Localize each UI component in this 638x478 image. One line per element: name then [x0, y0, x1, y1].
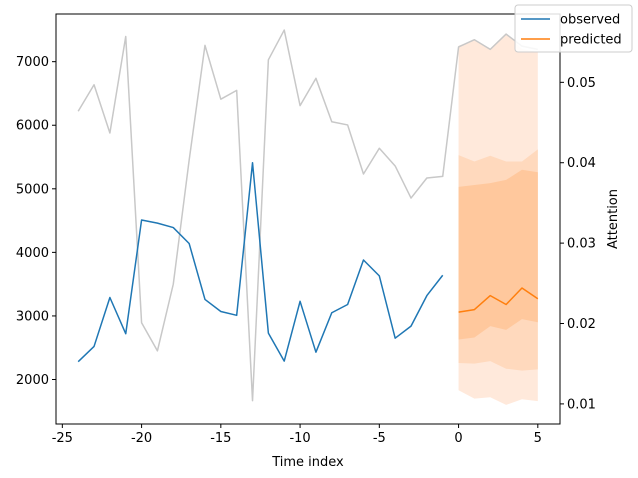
y-left-tick-label: 6000: [16, 119, 49, 134]
series-line-attention: [77, 29, 538, 402]
x-tick-label: -5: [373, 431, 386, 446]
x-tick-label: -15: [210, 431, 231, 446]
y-right-tick-label: 0.01: [567, 397, 596, 412]
y-left-axis-ticks: 2000 3000 4000 5000 6000 7000: [16, 55, 56, 388]
x-tick-label: -20: [131, 431, 152, 446]
x-axis-label: Time index: [271, 455, 344, 470]
x-tick-label: -10: [289, 431, 310, 446]
y-right-tick-label: 0.05: [567, 76, 596, 91]
legend-label-observed: observed: [560, 13, 620, 28]
x-tick-label: 5: [534, 431, 542, 446]
y-right-axis-label: Attention: [606, 189, 621, 249]
series-line-observed: [77, 161, 444, 363]
y-left-tick-label: 5000: [16, 182, 49, 197]
series-lines: [77, 29, 539, 402]
plot-frame: [55, 13, 561, 425]
y-left-tick-label: 4000: [16, 246, 49, 261]
series-line-predicted: [458, 287, 539, 313]
legend-box: [514, 4, 633, 53]
prediction-bands: [458, 33, 538, 405]
y-right-tick-label: 0.02: [567, 317, 596, 332]
y-left-tick-label: 2000: [16, 373, 49, 388]
x-axis-ticks: -25 -20 -15 -10 -5 0 5: [52, 424, 542, 446]
x-tick-label: 0: [454, 431, 462, 446]
y-right-tick-label: 0.04: [567, 156, 596, 171]
y-right-axis-ticks: 0.01 0.02 0.03 0.04 0.05: [560, 76, 596, 412]
prediction-band-inner: [458, 169, 538, 340]
y-left-tick-label: 3000: [16, 309, 49, 324]
legend: observed predicted: [514, 4, 633, 53]
legend-label-predicted: predicted: [560, 33, 622, 48]
x-tick-label: -25: [52, 431, 73, 446]
y-right-tick-label: 0.03: [567, 237, 596, 252]
y-left-tick-label: 7000: [16, 55, 49, 70]
